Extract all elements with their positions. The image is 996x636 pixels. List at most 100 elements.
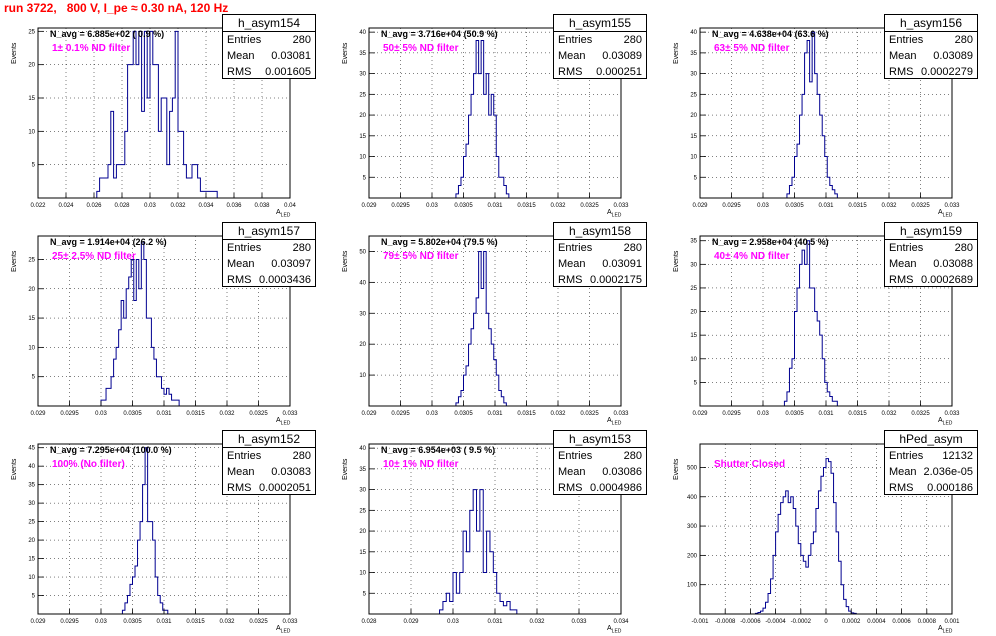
y-tick-label: 25	[359, 92, 366, 98]
y-tick-label: 15	[690, 333, 697, 339]
x-tick-label: 0.024	[58, 203, 74, 209]
x-tick-label: 0.031	[818, 203, 834, 209]
y-tick-label: 15	[28, 316, 35, 322]
x-tick-label: 0.0305	[123, 619, 142, 625]
stat-label: Entries	[227, 450, 262, 462]
x-tick-label: 0.032	[170, 203, 186, 209]
stat-label: Entries	[558, 450, 593, 462]
y-axis-label: Events	[11, 42, 18, 64]
stat-value: 0.03089	[602, 50, 642, 62]
stat-value: 280	[954, 34, 973, 46]
x-axis-symbol: A	[607, 417, 612, 424]
y-tick-label: 200	[687, 553, 698, 559]
x-tick-label: 0.028	[361, 619, 377, 625]
histogram-plot: 0.029 0.0295 0.03 0.0305 0.031 0.0315 0.032 0.0…	[690, 27, 960, 209]
y-axis-label: Events	[673, 42, 680, 64]
stats-row: RMS 0.0004986	[554, 480, 646, 496]
y-tick-label: 35	[28, 483, 35, 489]
x-tick-label: 0.0325	[249, 619, 268, 625]
stat-value: 12132	[942, 450, 973, 462]
navg-annotation: N_avg = 7.295e+04 (100.0 %)	[50, 445, 172, 455]
histogram-pad: 0.029 0.0295 0.03 0.0305 0.031 0.0315 0.032 0.0…	[331, 222, 662, 428]
x-tick-label: 0.031	[156, 619, 172, 625]
stat-label: Mean	[558, 258, 586, 270]
histogram-bars	[121, 447, 169, 614]
stat-value: 0.0003436	[259, 274, 311, 286]
stats-row: RMS 0.0003436	[223, 272, 315, 288]
filter-annotation: 25± 2.5% ND filter	[52, 251, 136, 262]
stat-label: Entries	[227, 242, 262, 254]
stats-box: h_asym156 Entries 280 Mean 0.03089 RMS 0.00022…	[884, 14, 978, 79]
stats-row: RMS 0.0002689	[885, 272, 977, 288]
histogram-pad: 0.029 0.0295 0.03 0.0305 0.031 0.0315 0.032 0.0…	[0, 430, 331, 636]
histogram-plot: 0.029 0.0295 0.03 0.0305 0.031 0.0315 0.032 0.0…	[359, 235, 629, 417]
x-tick-label: 0.028	[114, 203, 130, 209]
navg-annotation: N_avg = 3.716e+04 (50.9 %)	[381, 29, 498, 39]
x-tick-label: 0.029	[692, 203, 708, 209]
histogram-name: h_asym153	[554, 431, 646, 448]
stats-row: RMS 0.0002175	[554, 272, 646, 288]
y-tick-label: 400	[687, 495, 698, 501]
filter-annotation: 50± 5% ND filter	[383, 43, 459, 54]
stat-label: RMS	[889, 482, 914, 494]
stat-label: Mean	[889, 258, 917, 270]
stats-row: Mean 0.03089	[885, 48, 977, 64]
y-tick-label: 15	[359, 134, 366, 140]
y-tick-label: 20	[359, 529, 366, 535]
histogram-name: h_asym159	[885, 223, 977, 240]
y-tick-label: 20	[28, 538, 35, 544]
x-tick-label: 0.0002	[842, 619, 861, 625]
x-axis-subscript: LED	[942, 420, 953, 427]
x-tick-label: 0.03	[757, 203, 769, 209]
y-tick-label: 40	[690, 30, 697, 36]
histogram-name: h_asym158	[554, 223, 646, 240]
stats-box: hPed_asym Entries 12132 Mean 2.036e-05 RMS 0.0…	[884, 430, 978, 495]
x-tick-label: 0.0305	[123, 411, 142, 417]
filter-annotation: 40± 4% ND filter	[714, 251, 790, 262]
x-axis-subscript: LED	[942, 628, 953, 635]
y-tick-label: 100	[687, 583, 698, 589]
stats-row: RMS 0.000186	[885, 480, 977, 496]
navg-annotation: N_avg = 2.958e+04 (40.5 %)	[712, 237, 829, 247]
stats-row: Entries 280	[885, 240, 977, 256]
x-tick-label: 0.0295	[722, 411, 741, 417]
y-tick-label: 25	[28, 520, 35, 526]
y-tick-label: 15	[28, 96, 35, 102]
x-tick-label: 0.0305	[454, 411, 473, 417]
y-tick-label: 5	[32, 163, 36, 169]
stat-label: RMS	[227, 482, 252, 494]
y-axis-label: Events	[342, 250, 349, 272]
x-tick-label: 0.033	[282, 411, 298, 417]
stats-row: Mean 2.036e-05	[885, 464, 977, 480]
x-tick-label: 0.0305	[785, 203, 804, 209]
y-tick-label: 25	[28, 257, 35, 263]
x-tick-label: -0.0008	[715, 619, 736, 625]
stats-row: Mean 0.03081	[223, 48, 315, 64]
stats-row: Entries 12132	[885, 448, 977, 464]
histogram-pad: 0.022 0.024 0.026 0.028 0.03 0.032 0.034 0.036 0…	[0, 14, 331, 220]
histogram-name: hPed_asym	[885, 431, 977, 448]
histogram-name: h_asym155	[554, 15, 646, 32]
histogram-plot: 0.022 0.024 0.026 0.028 0.03 0.032 0.034 0.036 0…	[28, 27, 296, 209]
stat-value: 280	[623, 34, 642, 46]
x-tick-label: 0.036	[226, 203, 242, 209]
x-axis-subscript: LED	[280, 628, 291, 635]
x-axis-symbol: A	[938, 209, 943, 216]
y-tick-label: 20	[359, 342, 366, 348]
x-axis-label: ALED	[276, 417, 290, 426]
stat-label: Entries	[889, 34, 924, 46]
x-tick-label: 0.03	[426, 203, 438, 209]
x-axis-subscript: LED	[942, 212, 953, 219]
x-axis-label: ALED	[938, 209, 952, 218]
x-tick-label: 0.0315	[517, 203, 536, 209]
x-tick-label: 0.0315	[186, 411, 205, 417]
y-tick-label: 30	[359, 311, 366, 317]
x-axis-subscript: LED	[611, 212, 622, 219]
x-axis-symbol: A	[276, 417, 281, 424]
x-tick-label: 0.026	[86, 203, 102, 209]
y-tick-label: 50	[359, 249, 366, 255]
y-tick-label: 35	[690, 51, 697, 57]
y-tick-label: 5	[694, 380, 698, 386]
x-tick-label: 0.0325	[911, 411, 930, 417]
histogram-name: h_asym156	[885, 15, 977, 32]
